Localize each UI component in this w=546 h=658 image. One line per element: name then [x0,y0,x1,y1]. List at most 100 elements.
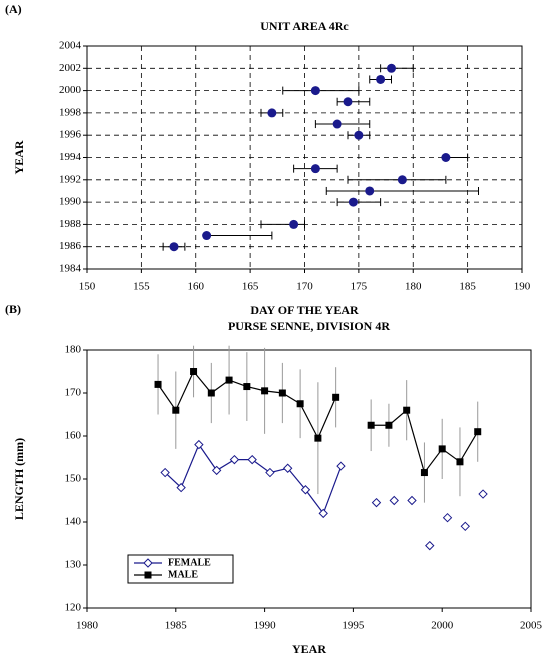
y-tick-label: 1994 [59,151,82,163]
chart-title: UNIT AREA 4Rc [260,19,349,33]
legend-label: MALE [168,569,198,580]
y-tick-label: 2002 [59,62,81,74]
point [176,482,186,493]
point [332,119,342,129]
y-tick-label: 170 [65,387,82,399]
x-tick-label: 160 [188,281,205,293]
point [225,376,233,384]
y-tick-label: 1996 [59,129,82,141]
y-tick-label: 2004 [59,40,82,52]
y-tick-label: 1988 [59,218,82,230]
x-tick-label: 1990 [254,620,277,632]
point [278,389,286,397]
point [441,153,451,162]
point [397,175,407,185]
plot-frame [86,349,532,609]
panel-label: (B) [5,302,21,316]
point [442,512,453,523]
point [154,380,162,388]
x-tick-label: 1995 [342,620,365,632]
point [367,421,375,429]
y-tick-label: 180 [65,344,82,356]
point [385,421,393,429]
x-tick-label: 170 [296,281,313,293]
point [343,97,353,107]
point [261,387,269,395]
legend-marker [144,571,152,579]
y-tick-label: 1998 [59,106,82,118]
point [474,428,482,436]
x-tick-label: 2000 [431,620,454,632]
legend-label: FEMALE [168,557,211,568]
point [332,393,340,401]
point [425,540,435,551]
point [310,164,320,174]
x-axis-label: DAY OF THE YEAR [250,303,359,317]
point [172,406,180,414]
point [389,495,399,506]
x-tick-label: 150 [79,281,96,293]
point [190,368,198,375]
y-tick-label: 130 [65,559,82,571]
point [160,467,170,478]
point [336,461,346,471]
panel-label: (A) [5,2,22,16]
point [354,130,364,140]
point [318,508,328,519]
point [247,454,257,465]
x-axis-label: YEAR [292,642,326,656]
plot-frame [86,45,523,270]
x-tick-label: 180 [405,281,422,293]
point [478,489,488,499]
point [456,458,464,466]
y-axis-label: LENGTH (mm) [12,438,26,520]
x-tick-label: 165 [242,281,259,293]
legend-marker [143,558,153,568]
point [243,383,251,391]
point [296,400,304,408]
chart-title: PURSE SENNE, DIVISION 4R [228,319,390,333]
x-tick-label: 155 [133,281,150,293]
point [267,108,277,118]
point [420,469,428,477]
x-tick-label: 190 [514,281,531,293]
y-tick-label: 1992 [59,173,81,185]
point [202,231,212,241]
series-line [165,445,483,514]
point [282,463,293,473]
point [407,495,417,506]
y-tick-label: 1990 [59,196,82,208]
point [365,186,375,196]
x-tick-label: 1980 [76,620,99,632]
y-tick-label: 150 [65,473,82,485]
point [460,521,470,532]
point [348,197,358,207]
point [403,406,411,414]
y-tick-label: 1986 [59,240,82,252]
point [211,465,222,476]
x-tick-label: 1985 [165,620,188,632]
point [438,445,446,453]
point [300,485,311,495]
point [387,63,396,73]
y-tick-label: 160 [65,430,82,442]
x-tick-label: 2005 [520,620,543,632]
point [169,242,179,252]
y-axis-label: YEAR [12,140,26,174]
point [376,74,386,84]
point [229,454,240,465]
point [207,389,215,397]
point [265,467,275,478]
y-tick-label: 120 [65,602,82,614]
y-tick-label: 140 [65,516,82,528]
point [371,497,382,508]
point [194,439,204,450]
point [310,86,320,96]
point [289,219,299,229]
y-tick-label: 2000 [59,84,82,96]
x-tick-label: 175 [351,281,368,293]
x-tick-label: 185 [459,281,476,293]
y-tick-label: 1984 [59,263,82,275]
point [314,434,322,442]
